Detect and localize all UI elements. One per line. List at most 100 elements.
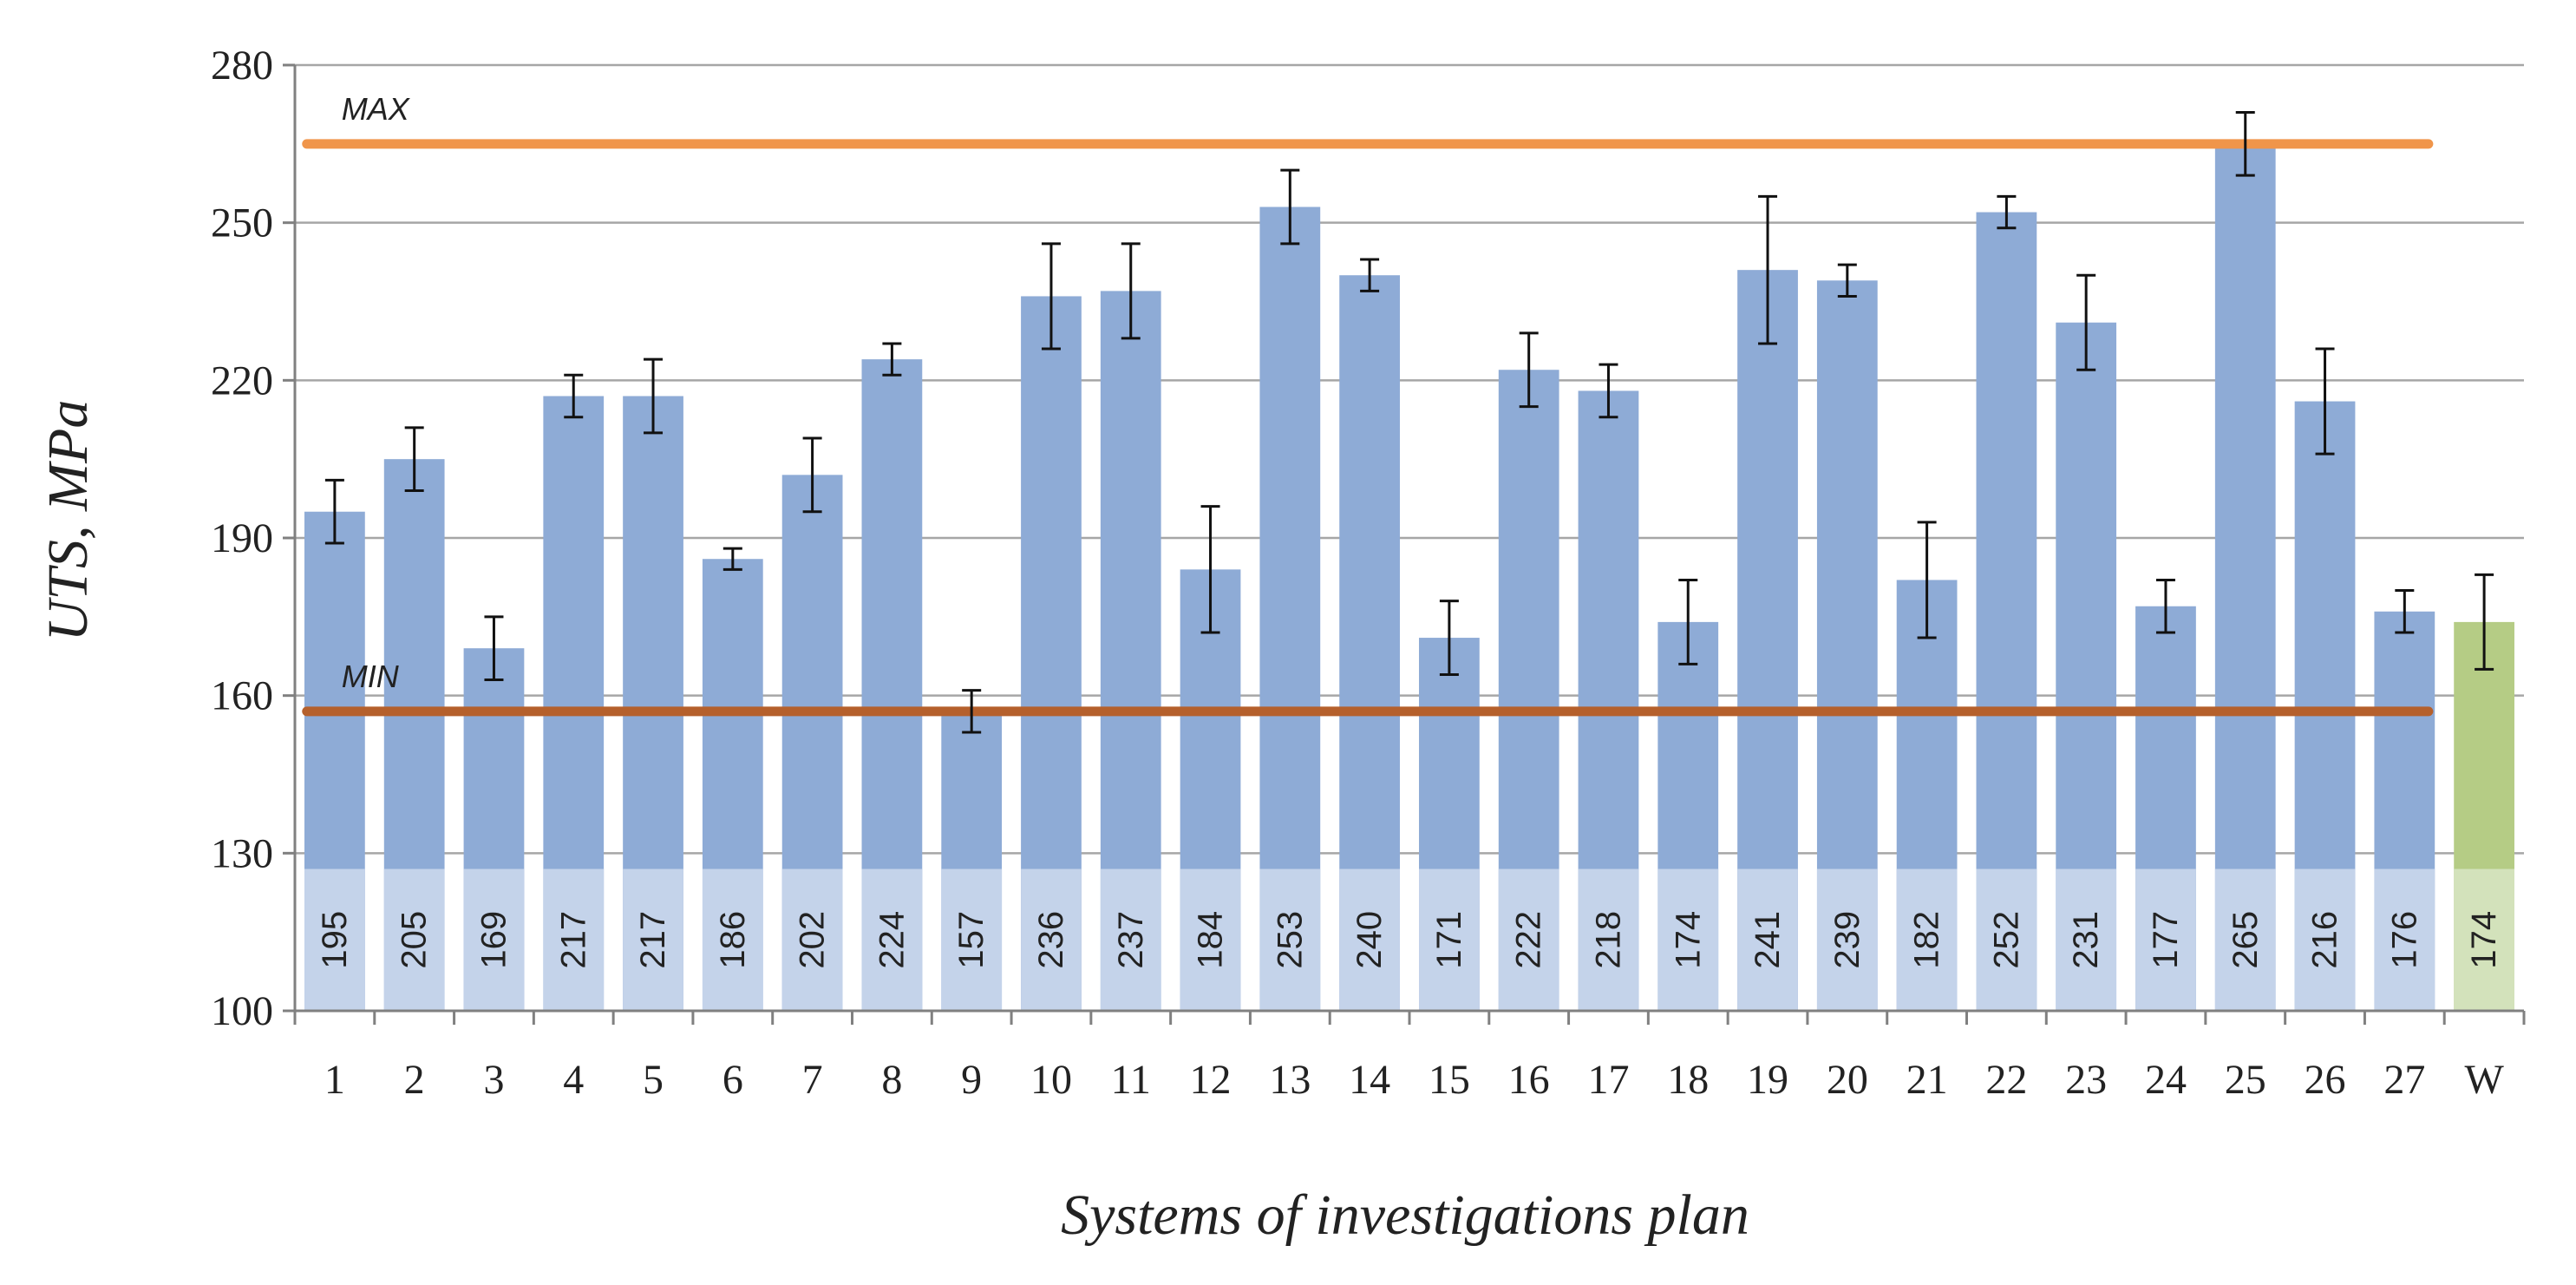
x-tick-label-16: 16 (1508, 1057, 1550, 1103)
label-band-5 (623, 869, 683, 1011)
label-band-10 (1021, 869, 1082, 1011)
value-label-1: 195 (316, 911, 354, 969)
max-label: MAX (342, 91, 411, 127)
x-tick-label-12: 12 (1190, 1057, 1232, 1103)
value-label-20: 239 (1828, 911, 1867, 969)
x-tick-label-20: 20 (1827, 1057, 1868, 1103)
x-tick-labels: 1 2 3 4 5 6 7 8 9 10 11 12 13 14 15 16 17 18 19 20 21 22 23 24 2… (324, 1057, 2505, 1103)
min-label: MIN (342, 659, 400, 694)
x-tick-label-19: 19 (1747, 1057, 1788, 1103)
value-label-15: 171 (1430, 911, 1468, 969)
label-band-9 (941, 869, 1003, 1011)
label-band-16 (1498, 869, 1559, 1011)
value-label-21: 182 (1908, 911, 1946, 969)
x-tick-label-8: 8 (881, 1057, 902, 1103)
x-tick-label-10: 10 (1030, 1057, 1072, 1103)
label-band-12 (1180, 869, 1241, 1011)
value-label-19: 241 (1749, 911, 1787, 969)
value-label-25: 265 (2226, 911, 2265, 969)
value-label-22: 252 (1987, 911, 2025, 969)
axes (283, 63, 2526, 1025)
x-tick-label-15: 15 (1429, 1057, 1470, 1103)
label-band-21 (1896, 869, 1958, 1011)
value-label-9: 157 (952, 911, 991, 969)
x-tick-label-13: 13 (1269, 1057, 1311, 1103)
value-label-8: 224 (873, 911, 911, 969)
value-label-5: 217 (634, 911, 672, 969)
x-tick-label-14: 14 (1349, 1057, 1390, 1103)
y-tick-label-100: 100 (211, 988, 273, 1034)
label-band-23 (2056, 869, 2117, 1011)
x-axis-title: Systems of investigations plan (1061, 1183, 1749, 1247)
x-tick-label-25: 25 (2225, 1057, 2266, 1103)
value-label-18: 174 (1669, 911, 1707, 969)
bar-value-labels: 195 205 169 217 217 186 202 224 157 236 237 184 253 2… (304, 869, 2514, 1011)
label-band-24 (2135, 869, 2196, 1011)
x-tick-label-6: 6 (722, 1057, 743, 1103)
label-band-22 (1976, 869, 2037, 1011)
label-band-11 (1100, 869, 1161, 1011)
x-tick-label-5: 5 (643, 1057, 664, 1103)
label-band-8 (861, 869, 923, 1011)
label-band-15 (1419, 869, 1480, 1011)
value-label-17: 218 (1589, 911, 1627, 969)
value-label-W: 174 (2465, 911, 2503, 969)
label-band-18 (1657, 869, 1719, 1011)
y-tick-label-130: 130 (211, 830, 273, 876)
value-label-13: 253 (1271, 911, 1309, 969)
x-tick-label-21: 21 (1906, 1057, 1948, 1103)
label-band-14 (1339, 869, 1400, 1011)
label-band-20 (1816, 869, 1878, 1011)
label-band-17 (1578, 869, 1639, 1011)
x-tick-label-23: 23 (2065, 1057, 2107, 1103)
x-tick-label-9: 9 (961, 1057, 982, 1103)
value-label-11: 237 (1112, 911, 1150, 969)
value-label-4: 217 (554, 911, 592, 969)
y-tick-label-220: 220 (211, 357, 273, 403)
label-band-26 (2294, 869, 2356, 1011)
x-tick-label-27: 27 (2383, 1057, 2425, 1103)
x-tick-label-11: 11 (1111, 1057, 1151, 1103)
y-axis-title: UTS, MPa (36, 400, 100, 642)
y-tick-label-280: 280 (211, 43, 273, 89)
y-tick-label-190: 190 (211, 515, 273, 561)
value-label-3: 169 (474, 911, 513, 969)
value-label-14: 240 (1350, 911, 1389, 969)
y-tick-label-250: 250 (211, 200, 273, 246)
value-label-6: 186 (714, 911, 752, 969)
x-tick-label-1: 1 (324, 1057, 345, 1103)
value-label-7: 202 (794, 911, 832, 969)
x-tick-label-7: 7 (802, 1057, 823, 1103)
label-band-25 (2214, 869, 2276, 1011)
label-band-13 (1259, 869, 1321, 1011)
label-band-27 (2374, 869, 2435, 1011)
label-band-6 (702, 869, 763, 1011)
label-band-3 (463, 869, 525, 1011)
label-band-4 (543, 869, 605, 1011)
value-label-12: 184 (1192, 911, 1230, 969)
x-tick-label-26: 26 (2305, 1057, 2346, 1103)
y-tick-labels: 100 130 160 190 220 250 280 (211, 43, 273, 1034)
label-band-2 (383, 869, 445, 1011)
reference-lines: MAX MIN (302, 91, 2434, 717)
x-tick-label-3: 3 (483, 1057, 504, 1103)
bar-25 (2214, 143, 2276, 1012)
y-tick-label-160: 160 (211, 673, 273, 719)
value-label-26: 216 (2306, 911, 2344, 969)
value-label-27: 176 (2385, 911, 2423, 969)
label-band-19 (1737, 869, 1798, 1011)
label-band-7 (781, 869, 843, 1011)
label-band-1 (304, 869, 365, 1011)
x-tick-label-24: 24 (2145, 1057, 2187, 1103)
value-label-23: 231 (2067, 911, 2105, 969)
x-tick-label-2: 2 (404, 1057, 425, 1103)
value-label-16: 222 (1510, 911, 1548, 969)
value-label-2: 205 (396, 911, 434, 969)
error-bars (324, 111, 2494, 734)
x-tick-label-17: 17 (1587, 1057, 1629, 1103)
x-tick-label-W: W (2464, 1057, 2504, 1103)
x-tick-label-4: 4 (563, 1057, 584, 1103)
x-tick-label-18: 18 (1667, 1057, 1709, 1103)
value-label-10: 236 (1032, 911, 1070, 969)
